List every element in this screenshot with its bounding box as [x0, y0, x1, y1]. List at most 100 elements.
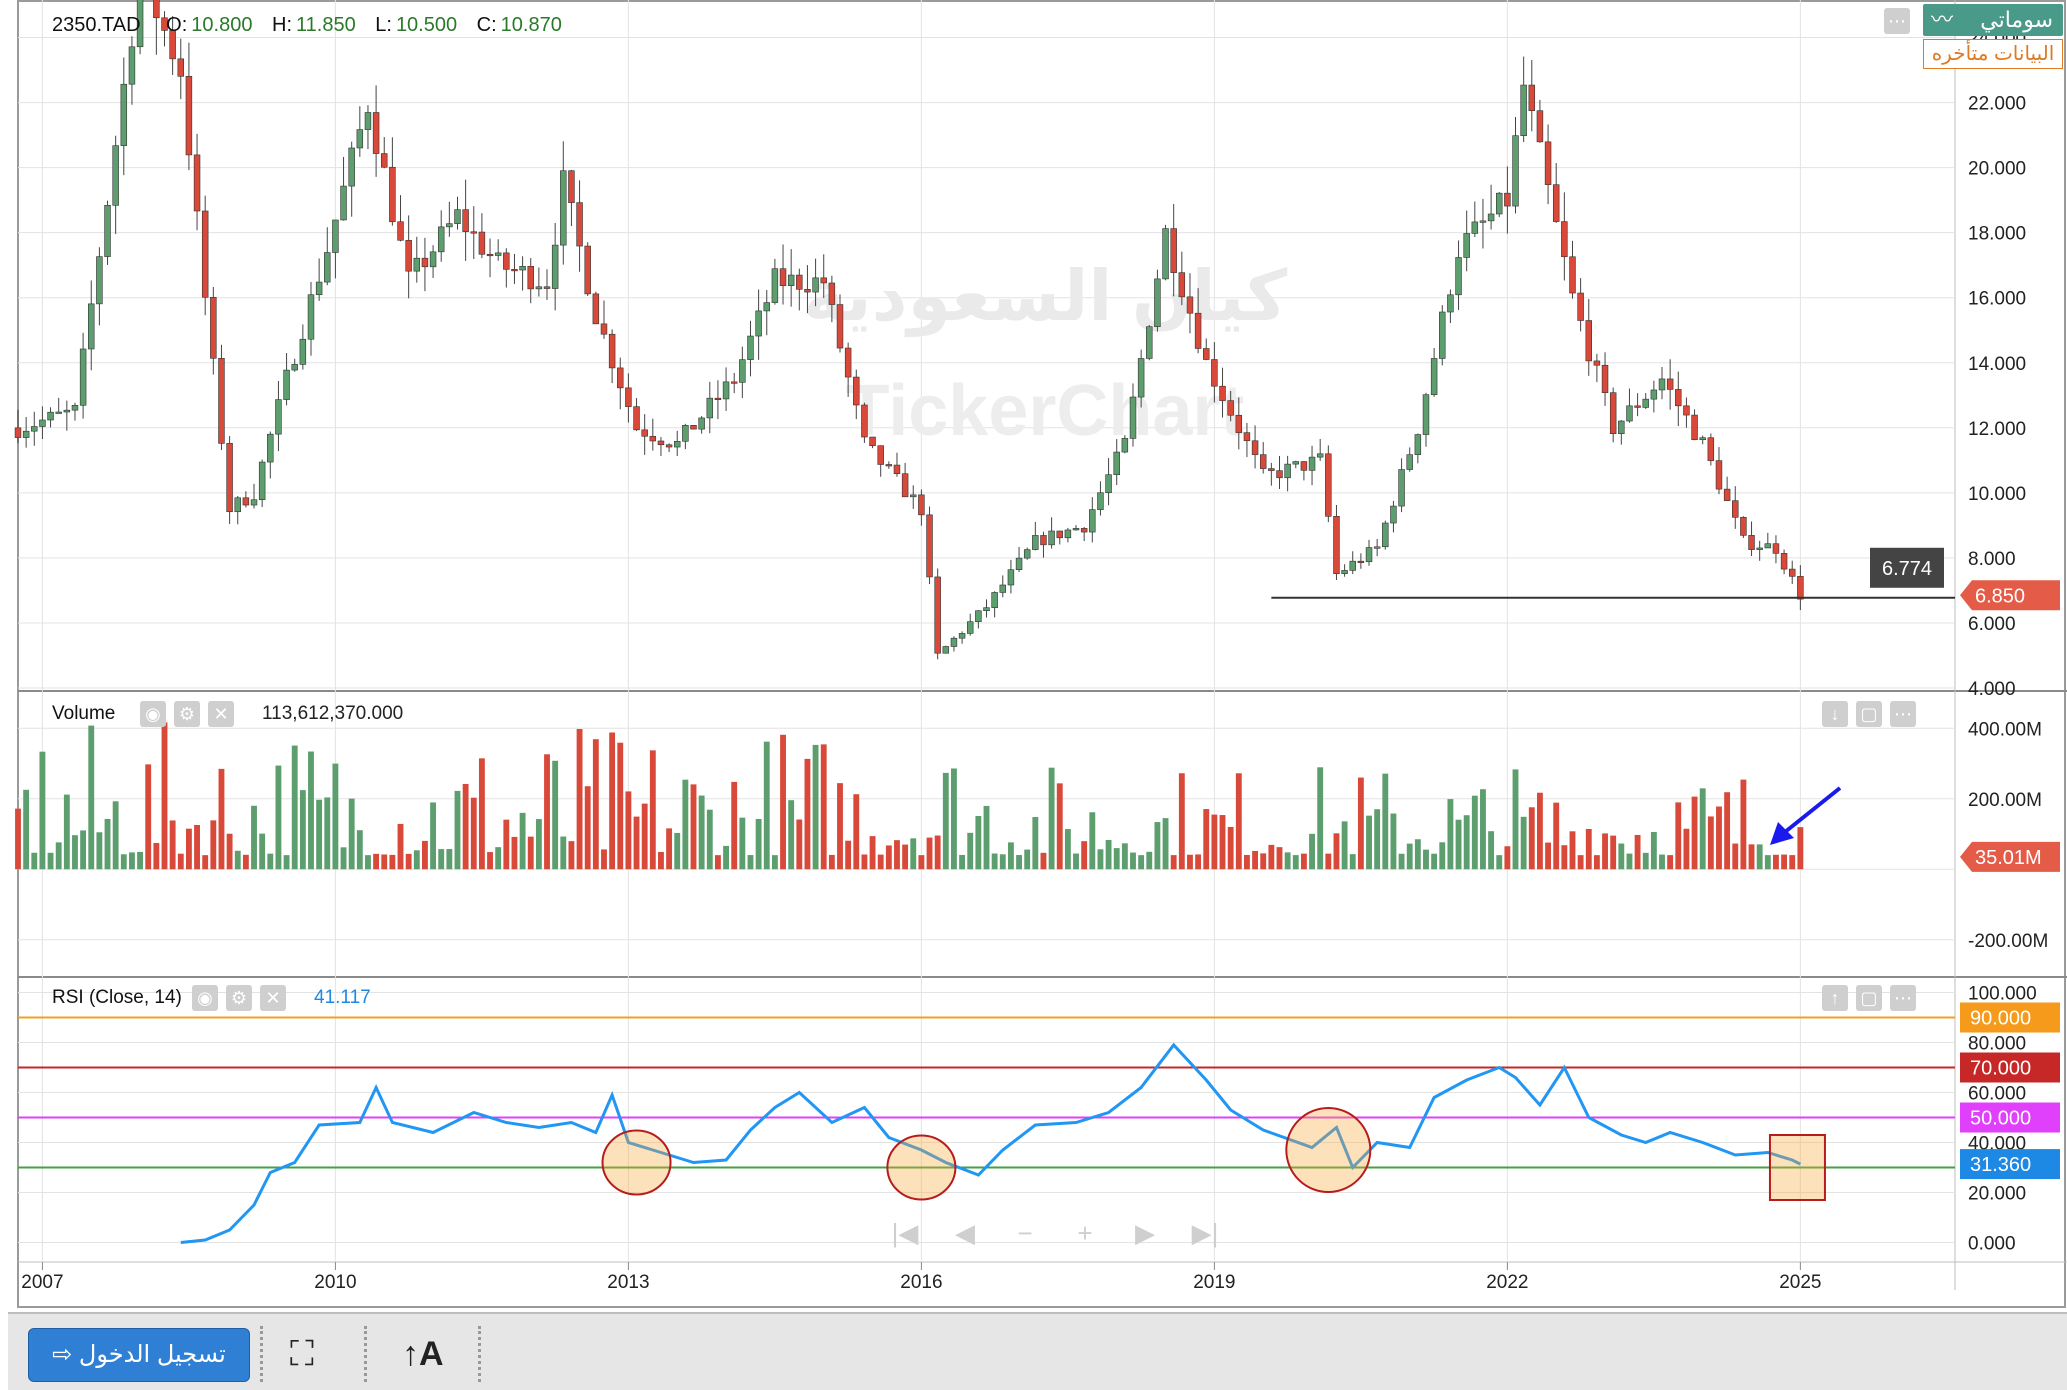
volume-bar: [177, 853, 184, 870]
chart-svg[interactable]: كيان السعودية TickerChart 24.00022.00020…: [0, 0, 2067, 1310]
candle-body: [649, 435, 657, 442]
volume-bar: [88, 725, 95, 870]
volume-bar: [63, 794, 70, 870]
candle-body: [1626, 405, 1633, 422]
candle-body: [454, 209, 461, 224]
rsi-value: 41.117: [314, 987, 371, 1008]
volume-bar: [666, 828, 673, 870]
volume-bar: [934, 835, 941, 870]
volume-bar: [1545, 842, 1551, 870]
rsi-eye-icon[interactable]: ◉: [192, 985, 218, 1011]
rsi-highlight-circle: [886, 1134, 957, 1201]
volume-bar: [454, 790, 461, 870]
candle-body: [389, 166, 396, 223]
candle-body: [1748, 535, 1755, 550]
rsi-label: RSI (Close, 14): [52, 987, 182, 1008]
font-size-icon[interactable]: ↑A: [402, 1335, 444, 1373]
volume-bar: [1634, 834, 1641, 870]
volume-maximize-icon[interactable]: ▢: [1856, 701, 1882, 727]
price-axis-label: 14.000: [1968, 354, 2026, 375]
volume-bar: [731, 781, 738, 870]
year-label: 2007: [21, 1272, 63, 1293]
candle-body: [674, 441, 681, 448]
candle-body: [1089, 509, 1096, 533]
volume-bar: [1178, 773, 1185, 870]
candle-body: [950, 637, 958, 647]
volume-bar: [1781, 854, 1788, 870]
nav-control-icon: ▶|: [1192, 1218, 1219, 1248]
volume-bar: [1642, 852, 1649, 870]
volume-last-tag: 35.01M: [1960, 841, 2060, 872]
volume-bar: [31, 852, 38, 870]
login-button[interactable]: ⇨ تسجيل الدخول: [28, 1328, 250, 1382]
volume-bar: [1130, 852, 1136, 870]
price-menu-icon[interactable]: ⋯: [1884, 8, 1910, 34]
candle-body: [1422, 394, 1430, 435]
volume-bar: [861, 854, 868, 870]
rsi-maximize-icon[interactable]: ▢: [1856, 985, 1882, 1011]
high-value: 11.850: [296, 14, 356, 36]
candle-body: [1569, 256, 1576, 294]
volume-bar: [885, 845, 892, 870]
volume-bar: [495, 847, 502, 870]
candle-body: [1373, 546, 1381, 549]
fullscreen-icon[interactable]: ⛶: [290, 1335, 314, 1373]
rsi-axis-label: 20.000: [1968, 1184, 2026, 1205]
volume-bar: [674, 832, 681, 870]
candle-body: [1406, 454, 1413, 470]
year-label: 2022: [1486, 1272, 1528, 1293]
rsi-close-icon[interactable]: ✕: [260, 985, 286, 1011]
volume-bar: [747, 855, 754, 870]
rsi-move-up-icon[interactable]: ↑: [1822, 985, 1848, 1011]
chart-frame[interactable]: كيان السعودية TickerChart 24.00022.00020…: [0, 0, 2067, 1310]
volume-bar: [1447, 799, 1454, 870]
volume-bar: [519, 812, 526, 870]
candle-body: [120, 83, 128, 146]
volume-eye-icon[interactable]: ◉: [140, 701, 166, 727]
volume-bar: [560, 836, 567, 870]
volume-bar: [1154, 822, 1161, 870]
rsi-level-text: 50.000: [1970, 1108, 2031, 1130]
volume-bar: [503, 819, 510, 870]
price-axis-label: 12.000: [1968, 419, 2026, 440]
candle-body: [340, 185, 347, 221]
volume-label: Volume: [52, 703, 116, 724]
rsi-menu-icon[interactable]: ⋯: [1890, 985, 1916, 1011]
candle-body: [22, 430, 30, 438]
volume-gear-icon[interactable]: ⚙: [174, 701, 200, 727]
volume-menu-icon[interactable]: ⋯: [1890, 701, 1916, 727]
nav-control-icon: ◀: [955, 1218, 975, 1248]
candle-body: [1642, 398, 1649, 408]
volume-bar: [1561, 845, 1568, 870]
candle-body: [739, 359, 746, 383]
candle-body: [641, 429, 648, 437]
watermark-latin: TickerChart: [846, 371, 1245, 451]
candle-body: [714, 397, 722, 400]
brand-name: 〰 سوماتي: [1923, 4, 2063, 36]
candle-body: [1723, 488, 1731, 501]
candle-body: [1439, 311, 1446, 359]
volume-bar: [1382, 773, 1389, 870]
annotation-layer: 6.774 6.850 35.01M 90.000 70.000 50.000 31.360…: [601, 547, 2060, 1248]
volume-bar: [462, 783, 469, 870]
volume-bar: [511, 836, 518, 870]
volume-move-down-icon[interactable]: ↓: [1822, 701, 1848, 727]
candle-body: [47, 411, 54, 421]
volume-bar: [356, 830, 363, 870]
candle-body: [275, 399, 282, 435]
volume-close-icon[interactable]: ✕: [208, 701, 234, 727]
volume-bar: [1520, 816, 1527, 870]
candle-body: [1618, 420, 1625, 435]
candle-body: [885, 464, 893, 467]
volume-bar: [1569, 831, 1576, 870]
volume-bar: [739, 817, 746, 870]
delayed-data-label: البيانات متأخره: [1923, 39, 2063, 69]
candle-body: [1707, 437, 1715, 461]
candle-body: [1194, 312, 1202, 349]
candle-body: [1471, 221, 1479, 234]
candle-body: [348, 147, 355, 187]
rsi-gear-icon[interactable]: ⚙: [226, 985, 252, 1011]
volume-bar: [234, 850, 241, 870]
rsi-axis-label: 0.000: [1968, 1234, 2016, 1255]
candle-body: [1284, 463, 1291, 479]
